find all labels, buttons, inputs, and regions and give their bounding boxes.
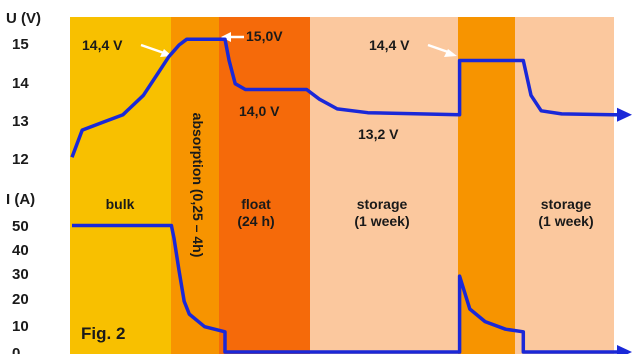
annotation-14-4v-first: 14,4 V (82, 37, 123, 53)
phase-label-storage-2: storage (541, 196, 592, 212)
callout-arrow-15-0v (221, 32, 244, 42)
phase-labels: bulk absorption (0,25 – 4h) float (24 h)… (106, 113, 594, 258)
voltage-curve (70, 37, 620, 158)
current-tick-30: 30 (12, 266, 29, 283)
phase-label-storage-1: storage (357, 196, 408, 212)
band-bulk (70, 17, 171, 354)
voltage-axis-label: U (V) (6, 10, 41, 27)
callout-arrow-14-4v-second (427, 43, 457, 57)
callout-arrows (140, 32, 457, 57)
current-tick-10: 10 (12, 318, 29, 335)
current-tick-40: 40 (12, 242, 29, 259)
annotation-14-4v-second: 14,4 V (369, 37, 410, 53)
annotation-14-0v: 14,0 V (239, 103, 280, 119)
voltage-annotations: 14,4 V 15,0V 14,0 V 13,2 V 14,4 V (82, 28, 410, 142)
current-tick-20: 20 (12, 291, 29, 308)
phase-bands (70, 17, 614, 354)
voltage-tick-12: 12 (12, 151, 29, 168)
phase-label-absorption: absorption (0,25 – 4h) (190, 113, 206, 258)
annotation-13-2v: 13,2 V (358, 126, 399, 142)
voltage-tick-15: 15 (12, 36, 29, 53)
current-tick-50: 50 (12, 218, 29, 235)
current-tick-0: 0 (12, 345, 20, 354)
current-arrow-tip (617, 345, 632, 354)
current-ticks: 50 40 30 20 10 0 (12, 218, 29, 354)
annotation-15-0v: 15,0V (246, 28, 283, 44)
voltage-arrow-tip (617, 107, 632, 122)
phase-label-storage-2-duration: (1 week) (538, 213, 593, 229)
current-curve (72, 223, 620, 354)
phase-label-float-duration: (24 h) (237, 213, 274, 229)
band-absorption-1 (171, 17, 219, 354)
voltage-tick-14: 14 (12, 75, 29, 92)
voltage-ticks: 15 14 13 12 (12, 36, 29, 168)
current-axis-label: I (A) (6, 191, 35, 208)
figure-label: Fig. 2 (81, 324, 125, 343)
voltage-tick-13: 13 (12, 113, 29, 130)
band-storage-1 (310, 17, 458, 354)
phase-label-float: float (241, 196, 271, 212)
band-storage-2 (515, 17, 614, 354)
phase-label-bulk: bulk (106, 196, 135, 212)
phase-label-storage-1-duration: (1 week) (354, 213, 409, 229)
